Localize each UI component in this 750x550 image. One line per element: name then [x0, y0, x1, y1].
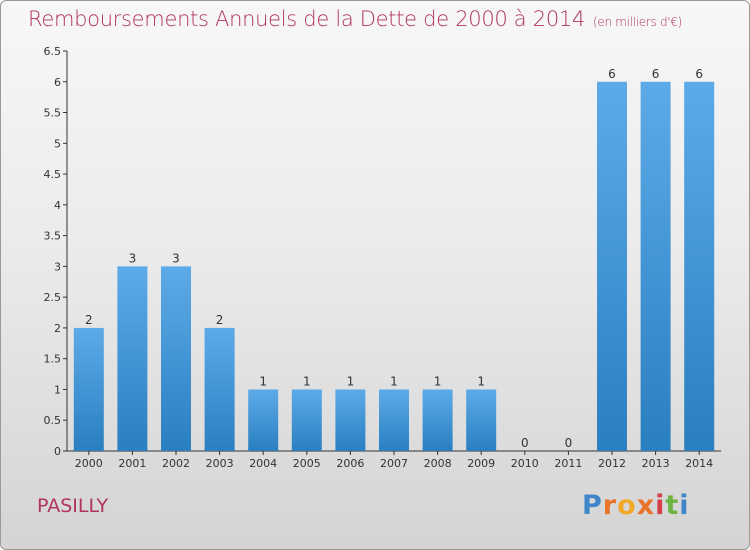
y-tick-label: 1 [54, 383, 61, 396]
x-tick-label: 2014 [685, 457, 713, 470]
y-tick-label: 6.5 [44, 45, 62, 58]
bar [597, 81, 627, 452]
x-tick-label: 2004 [249, 457, 277, 470]
x-tick-label: 2009 [467, 457, 495, 470]
x-tick-label: 2003 [206, 457, 234, 470]
bar-data-label: 1 [434, 374, 442, 388]
bar [204, 327, 235, 451]
x-tick-label: 2001 [118, 457, 146, 470]
logo-letter: o [617, 490, 637, 521]
bar-data-label: 1 [347, 374, 355, 388]
bar [684, 81, 715, 452]
x-tick-label: 2011 [554, 457, 582, 470]
bars [73, 81, 715, 452]
bar [117, 266, 148, 451]
x-axis: 2000 2001 2002 2003 2004 2005 2006 2007 2008 2009… [67, 450, 721, 470]
y-tick-label: 2 [54, 322, 61, 335]
logo-letter: i [655, 490, 666, 521]
y-tick-label: 6 [54, 76, 61, 89]
x-tick-label: 2002 [162, 457, 190, 470]
bar-data-label: 0 [565, 436, 573, 450]
y-axis: 0 0.5 1 1.5 2 2.5 3 3.5 4 4.5 5 5.5 6 6.5 [44, 45, 68, 458]
bar [640, 81, 671, 452]
bar-data-label: 2 [216, 313, 224, 327]
bar [291, 389, 322, 451]
x-tick-label: 2012 [598, 457, 626, 470]
bar [335, 389, 366, 451]
bar-data-label: 2 [85, 313, 93, 327]
x-tick-label: 2008 [424, 457, 452, 470]
logo-letter: t [665, 490, 680, 521]
bar [248, 389, 279, 451]
bar [379, 389, 409, 451]
x-tick-label: 2013 [642, 457, 670, 470]
bar-data-label: 3 [129, 251, 137, 265]
bar-data-label: 0 [521, 436, 529, 450]
bar-data-label: 6 [652, 67, 660, 81]
y-tick-label: 0 [54, 445, 61, 458]
y-tick-label: 3 [54, 260, 61, 273]
logo-letter: P [582, 490, 603, 521]
bar-data-label: 1 [259, 374, 267, 388]
chart-title: Remboursements Annuels de la Dette de 20… [28, 7, 682, 31]
bar [161, 266, 191, 451]
x-tick-label: 2000 [75, 457, 103, 470]
x-tick-label: 2005 [293, 457, 321, 470]
commune-name: PASILLY [37, 495, 109, 517]
bar-data-label: 1 [390, 374, 398, 388]
bar [73, 327, 104, 451]
y-tick-label: 1.5 [44, 353, 62, 366]
y-tick-label: 4 [54, 199, 61, 212]
bar-data-label: 3 [172, 251, 180, 265]
chart-title-text: Remboursements Annuels de la Dette de 20… [28, 7, 585, 31]
bar-data-label: 1 [477, 374, 485, 388]
bar-data-label: 1 [303, 374, 311, 388]
y-tick-label: 0.5 [44, 414, 62, 427]
y-tick-label: 5 [54, 137, 61, 150]
proxiti-logo: Proxiti [582, 490, 690, 521]
y-tick-label: 2.5 [44, 291, 62, 304]
y-tick-label: 4.5 [44, 168, 62, 181]
y-tick-label: 5.5 [44, 107, 62, 120]
y-tick-label: 3.5 [44, 230, 62, 243]
bar-data-label: 6 [695, 67, 703, 81]
logo-letter: i [679, 490, 690, 521]
logo-letter: x [636, 490, 656, 521]
x-tick-label: 2007 [380, 457, 408, 470]
x-tick-label: 2006 [336, 457, 364, 470]
chart-unit: (en milliers d'€) [593, 15, 683, 29]
bar [466, 389, 497, 451]
bar-data-label: 6 [608, 67, 616, 81]
x-tick-label: 2010 [511, 457, 539, 470]
bar [422, 389, 453, 451]
data-labels: 2 3 3 2 1 1 1 1 1 1 0 0 6 6 6 [85, 67, 703, 450]
logo-letter: r [602, 490, 618, 521]
